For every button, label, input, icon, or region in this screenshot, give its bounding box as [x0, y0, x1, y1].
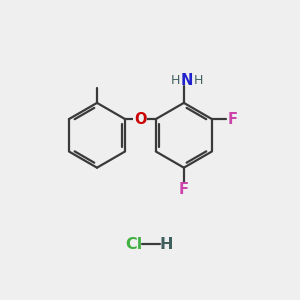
Text: N: N: [181, 73, 193, 88]
Text: F: F: [227, 112, 238, 127]
Text: Cl: Cl: [125, 237, 142, 252]
Text: H: H: [159, 237, 173, 252]
Text: H: H: [170, 74, 180, 87]
Text: O: O: [134, 112, 147, 127]
Text: H: H: [194, 74, 203, 87]
Text: F: F: [179, 182, 189, 197]
